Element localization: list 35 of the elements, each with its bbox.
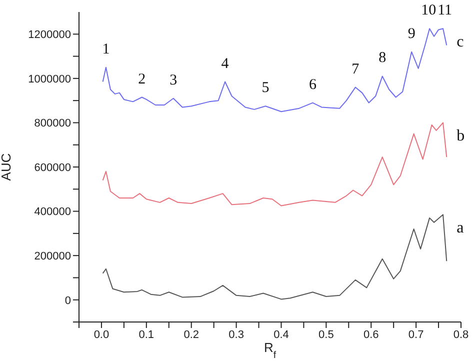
line-series bbox=[102, 122, 448, 206]
annotation: 1 bbox=[102, 41, 110, 58]
y-tick-label: 200000 bbox=[34, 250, 71, 262]
annotation: 2 bbox=[138, 71, 146, 88]
y-tick-label: 600000 bbox=[34, 162, 71, 174]
annotation: 7 bbox=[352, 61, 360, 78]
y-axis-title: AUC bbox=[0, 153, 14, 181]
series-label: b bbox=[456, 127, 465, 144]
x-tick-label: 0.2 bbox=[184, 328, 199, 341]
x-tick-label: 0.8 bbox=[453, 328, 469, 341]
x-tick-label: 0.7 bbox=[408, 328, 424, 341]
annotation: 4 bbox=[221, 56, 230, 72]
line-series bbox=[102, 214, 448, 300]
y-tick-label: 1200000 bbox=[28, 29, 71, 42]
annotation: 9 bbox=[408, 26, 416, 42]
line-series bbox=[102, 28, 448, 112]
x-tick-label: 0.4 bbox=[274, 328, 289, 341]
x-tick-label: 0.6 bbox=[363, 328, 379, 341]
x-tick-label: 0.1 bbox=[138, 328, 154, 341]
x-tick-label: 0.3 bbox=[228, 328, 244, 341]
annotation: 6 bbox=[308, 76, 317, 93]
y-tick-label: 1000000 bbox=[28, 73, 71, 86]
x-tick-label: 0.5 bbox=[318, 328, 334, 341]
x-tick-label: 0.0 bbox=[94, 328, 110, 341]
annotation: 3 bbox=[170, 72, 178, 88]
series-label: c bbox=[456, 33, 464, 50]
y-tick-label: 400000 bbox=[34, 206, 71, 218]
y-tick-label: 0 bbox=[64, 294, 71, 307]
x-axis-title: R$_{f}$ bbox=[264, 340, 276, 360]
y-tick-label: 800000 bbox=[34, 118, 71, 130]
annotation: 5 bbox=[262, 80, 270, 96]
annotation: 8 bbox=[378, 50, 386, 66]
annotation: 10 bbox=[421, 2, 436, 19]
annotation: 11 bbox=[438, 2, 452, 19]
series-label: a bbox=[456, 219, 464, 236]
